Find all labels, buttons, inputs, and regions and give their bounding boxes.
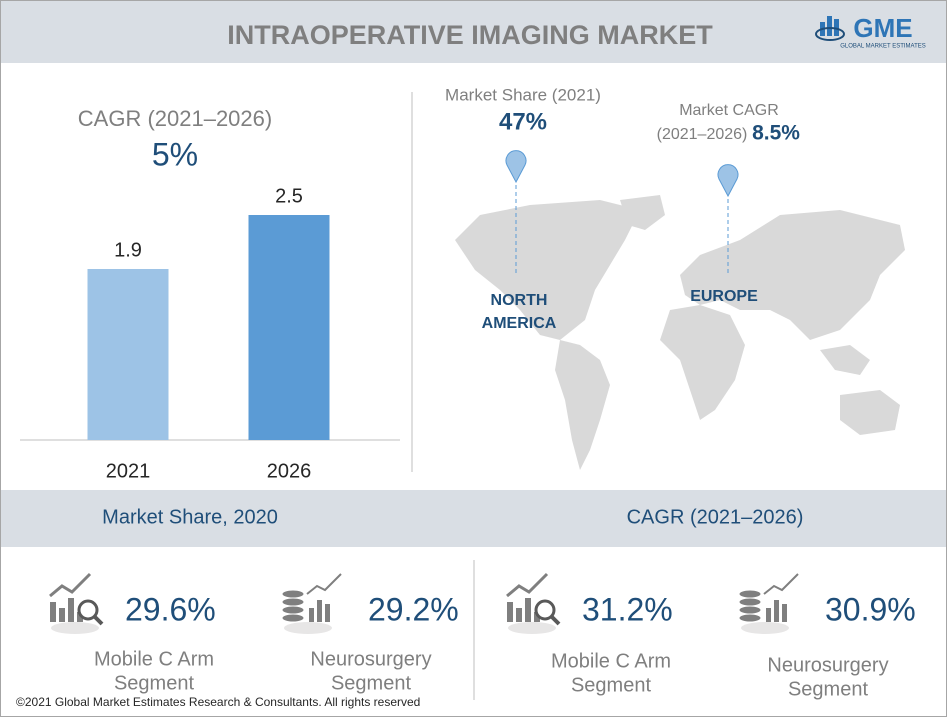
stat-label: Mobile C Arm <box>94 648 214 670</box>
x-tick-label: 2026 <box>267 460 312 482</box>
icon-bar <box>516 608 522 622</box>
stat-label: Segment <box>114 672 194 694</box>
section-title: CAGR (2021–2026) <box>627 506 804 528</box>
icon-lens <box>534 599 556 621</box>
icon <box>506 572 561 634</box>
icon-bar <box>50 602 56 622</box>
icon-shadow <box>741 622 789 634</box>
icon-shadow <box>508 622 556 634</box>
icon-bar <box>766 608 771 622</box>
icon-line <box>506 572 549 598</box>
section-band <box>1 490 946 547</box>
icon-line <box>49 572 92 598</box>
icon-coin <box>738 605 762 615</box>
na-label: Market Share (2021) <box>445 85 601 104</box>
stat-value: 31.2% <box>582 591 673 627</box>
icon-bar <box>525 598 531 622</box>
icon <box>281 573 342 634</box>
icon <box>49 572 104 634</box>
icon-bar <box>782 604 787 622</box>
stat-label: Neurosurgery <box>310 648 431 670</box>
pin-north-america <box>505 150 527 275</box>
icon <box>738 573 799 634</box>
icon-handle <box>549 614 561 626</box>
icon-coin <box>281 613 305 623</box>
icon-bar <box>774 600 779 622</box>
stats: 29.6%Mobile C ArmSegment29.2%Neurosurger… <box>49 572 916 700</box>
icon-bar <box>77 612 83 622</box>
na-region: NORTH <box>491 292 548 309</box>
eu-region: EUROPE <box>690 288 758 305</box>
icon-bar <box>534 612 540 622</box>
icon-coin <box>281 605 305 615</box>
logo: GME <box>853 13 912 43</box>
icon-shadow <box>51 622 99 634</box>
chart-title: CAGR (2021–2026) <box>78 106 272 131</box>
icon-coin <box>738 613 762 623</box>
bar-chart: 1.9 2021 2.5 2026 <box>87 185 330 482</box>
icon-handle <box>92 614 104 626</box>
section-title: Market Share, 2020 <box>102 506 278 528</box>
stat-label: Segment <box>331 672 411 694</box>
stat-value: 30.9% <box>825 591 916 627</box>
icon-line <box>763 573 799 595</box>
stat-label: Neurosurgery <box>767 654 888 676</box>
x-tick-label: 2021 <box>106 460 151 482</box>
icon-bar <box>59 608 65 622</box>
icon-bar <box>325 604 330 622</box>
stat-value: 29.2% <box>368 591 459 627</box>
chart-subtitle: 5% <box>152 136 198 172</box>
icon-bar <box>507 602 513 622</box>
eu-label: Market CAGR <box>679 102 779 119</box>
na-value: 47% <box>499 108 547 135</box>
eu-value: 8.5% <box>752 122 800 145</box>
icon-lens <box>77 599 99 621</box>
stat-label: Mobile C Arm <box>551 650 671 672</box>
stat-label: Segment <box>788 678 868 700</box>
icon-coin <box>281 589 305 599</box>
eu-label: (2021–2026) <box>657 126 748 143</box>
icon-line <box>306 573 342 595</box>
stat-label: Segment <box>571 674 651 696</box>
icon-bar <box>68 598 74 622</box>
logo-icon <box>815 16 845 41</box>
bar <box>248 215 330 440</box>
na-region: AMERICA <box>482 315 557 332</box>
icon-bar <box>309 608 314 622</box>
header-band <box>1 1 946 63</box>
icon-bar <box>317 600 322 622</box>
footer: ©2021 Global Market Estimates Research &… <box>16 695 420 709</box>
world-map <box>455 195 905 470</box>
logo-subtitle: GLOBAL MARKET ESTIMATES <box>840 44 926 50</box>
icon-coin <box>738 597 762 607</box>
icon-coin <box>738 589 762 599</box>
title: INTRAOPERATIVE IMAGING MARKET <box>227 20 713 50</box>
data-label: 1.9 <box>114 239 142 261</box>
pin-europe <box>717 164 739 275</box>
stat-value: 29.6% <box>125 591 216 627</box>
icon-shadow <box>284 622 332 634</box>
bar <box>87 269 169 440</box>
icon-coin <box>281 597 305 607</box>
data-label: 2.5 <box>275 185 303 207</box>
